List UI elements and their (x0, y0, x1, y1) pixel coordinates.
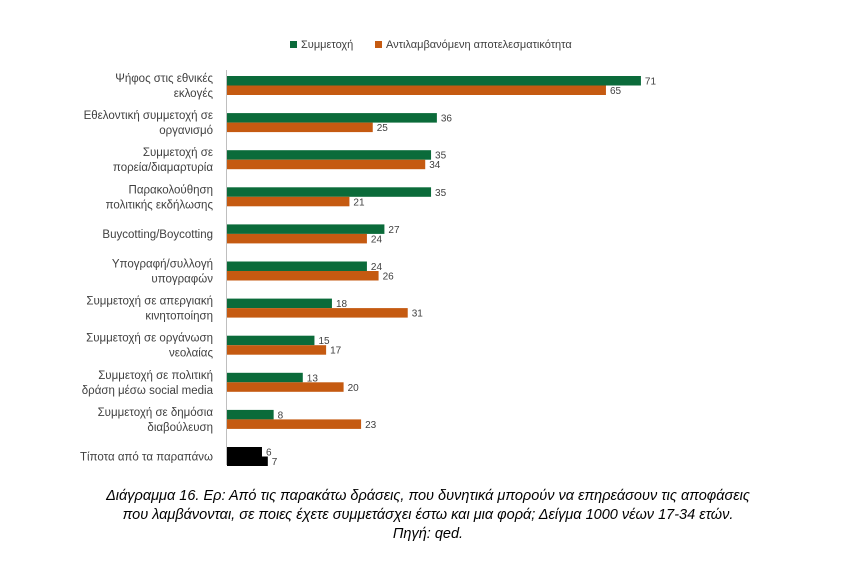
bar (227, 456, 268, 466)
value-label: 6 (266, 448, 272, 459)
category-label: Συμμετοχή σε πολιτική (98, 370, 213, 382)
category-label: Ψήφος στις εθνικές (115, 73, 213, 85)
value-label: 26 (383, 272, 395, 283)
category-label: Υπογραφή/συλλογή (112, 259, 213, 271)
value-label: 15 (318, 336, 330, 347)
bar (227, 345, 327, 355)
bar (227, 187, 432, 197)
value-label: 35 (435, 188, 447, 199)
value-label: 13 (307, 373, 319, 384)
value-label: 35 (435, 151, 447, 162)
caption-line-3: Πηγή: qed. (392, 526, 464, 542)
category-label: Τίποτα από τα παραπάνω (80, 452, 213, 464)
value-label: 31 (412, 309, 424, 320)
legend-swatch-1 (290, 41, 297, 48)
bar (227, 196, 350, 207)
value-label: 36 (441, 114, 453, 125)
value-label: 7 (272, 457, 278, 468)
value-label: 21 (353, 197, 365, 208)
category-label: πορεία/διαμαρτυρία (113, 162, 213, 174)
category-label: οργανισμό (159, 125, 213, 137)
bar (227, 233, 367, 244)
legend-label-2: Αντιλαμβανόμενη αποτελεσματικότητα (386, 39, 572, 51)
category-labels: Ψήφος στις εθνικές εκλογές Εθελοντική συμμ… (80, 73, 214, 464)
category-label: διαβούλευση (147, 422, 213, 434)
category-label: Εθελοντική συμμετοχή σε (84, 110, 213, 122)
category-label: εκλογές (174, 88, 214, 100)
bar (227, 271, 379, 281)
legend: Συμμετοχή Αντιλαμβανόμενη αποτελεσματικότ… (290, 39, 572, 51)
value-label: 8 (278, 410, 284, 421)
value-labels: 7136353527241815138665253421242631172023… (266, 77, 657, 469)
value-label: 71 (645, 77, 657, 88)
bar (227, 335, 315, 346)
bar (227, 298, 332, 309)
bar (227, 113, 437, 123)
category-label: δράση μέσω social media (82, 385, 214, 397)
bar (227, 372, 303, 383)
bar (227, 159, 426, 170)
bars (227, 76, 641, 466)
value-label: 23 (365, 420, 377, 431)
bar (227, 409, 274, 420)
caption-line-2: που λαμβάνονται, σε ποιες έχετε συμμετάσ… (122, 507, 734, 523)
bar (227, 447, 262, 457)
category-label: νεολαίας (169, 348, 213, 360)
value-label: 27 (388, 225, 400, 236)
category-label: Συμμετοχή σε δημόσια (98, 407, 214, 419)
bar (227, 382, 344, 392)
legend-swatch-2 (375, 41, 382, 48)
category-label: Συμμετοχή σε απεργιακή (86, 296, 213, 308)
bar (227, 85, 606, 95)
bar (227, 150, 432, 160)
bar-chart: Συμμετοχή Αντιλαμβανόμενη αποτελεσματικότ… (80, 39, 657, 469)
value-label: 65 (610, 86, 622, 97)
bar (227, 224, 385, 234)
value-label: 24 (371, 262, 383, 273)
category-label: Παρακολούθηση (129, 184, 213, 196)
legend-label-1: Συμμετοχή (301, 39, 353, 51)
value-label: 20 (348, 383, 360, 394)
category-label: Buycotting/Boycotting (102, 229, 213, 241)
category-label: υπογραφών (151, 274, 213, 286)
bar (227, 419, 362, 429)
bar (227, 308, 408, 318)
value-label: 17 (330, 346, 342, 357)
bar (227, 261, 367, 271)
value-label: 18 (336, 299, 348, 310)
category-label: κινητοποίηση (145, 311, 213, 323)
value-label: 24 (371, 234, 383, 245)
bar (227, 76, 641, 86)
category-label: Συμμετοχή σε (143, 147, 213, 159)
bar (227, 122, 373, 133)
figure-caption: Διάγραμμα 16. Ερ: Από τις παρακάτω δράσε… (0, 487, 856, 544)
category-label: Συμμετοχή σε οργάνωση (86, 333, 213, 345)
caption-line-1: Διάγραμμα 16. Ερ: Από τις παρακάτω δράσε… (106, 488, 750, 504)
value-label: 34 (429, 160, 441, 171)
value-label: 25 (377, 123, 389, 134)
category-label: πολιτικής εκδήλωσης (106, 199, 214, 211)
